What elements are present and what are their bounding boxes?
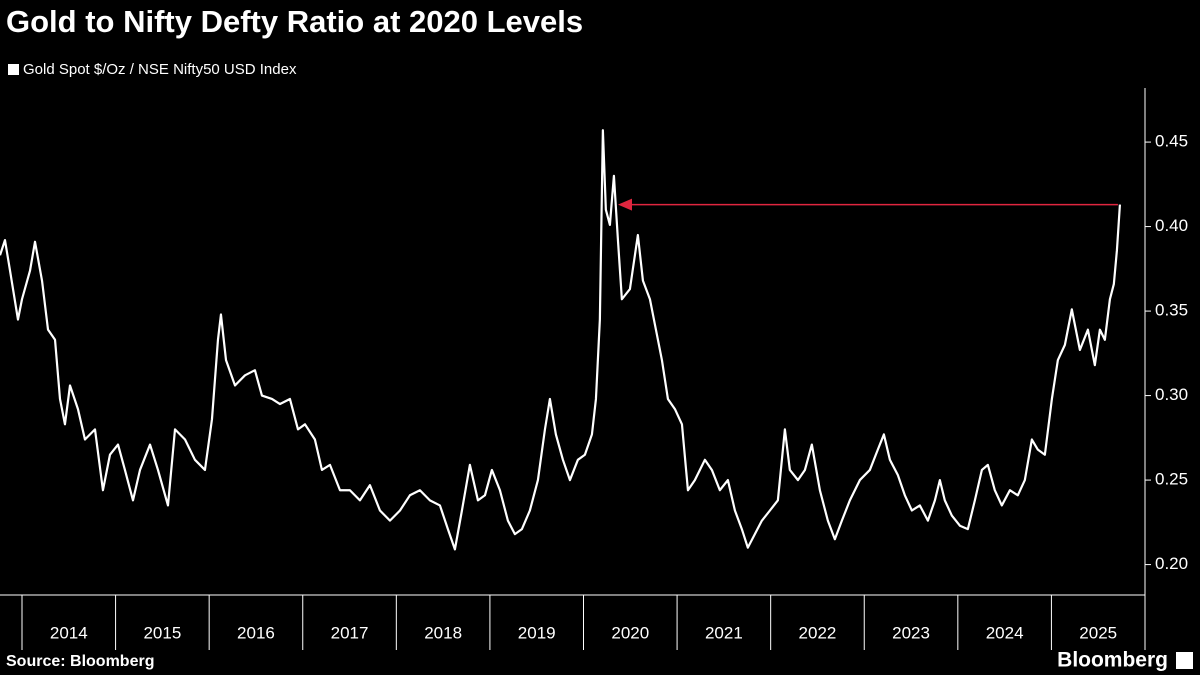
x-tick-label: 2022	[799, 623, 837, 642]
y-tick-label: 0.25	[1155, 470, 1188, 489]
y-tick-label: 0.40	[1155, 216, 1188, 235]
legend-label: Gold Spot $/Oz / NSE Nifty50 USD Index	[23, 61, 297, 78]
legend-swatch	[8, 64, 19, 75]
x-tick-label: 2017	[331, 623, 369, 642]
chart-title: Gold to Nifty Defty Ratio at 2020 Levels	[6, 4, 583, 39]
x-tick-label: 2018	[424, 623, 462, 642]
x-tick-label: 2014	[50, 623, 88, 642]
x-tick-label: 2023	[892, 623, 930, 642]
y-tick-label: 0.30	[1155, 385, 1188, 404]
x-tick-label: 2025	[1079, 623, 1117, 642]
x-tick-label: 2021	[705, 623, 743, 642]
logo: Bloomberg	[1057, 649, 1168, 672]
x-tick-label: 2019	[518, 623, 556, 642]
x-tick-label: 2016	[237, 623, 275, 642]
y-tick-label: 0.20	[1155, 554, 1188, 573]
x-tick-label: 2015	[143, 623, 181, 642]
y-tick-label: 0.35	[1155, 301, 1188, 320]
data-line	[0, 129, 1122, 551]
annotation-arrowhead	[618, 198, 632, 211]
y-tick-label: 0.45	[1155, 132, 1188, 151]
logo-icon	[1176, 652, 1193, 669]
x-tick-label: 2020	[611, 623, 649, 642]
source: Source: Bloomberg	[6, 653, 154, 670]
x-tick-label: 2024	[986, 623, 1024, 642]
